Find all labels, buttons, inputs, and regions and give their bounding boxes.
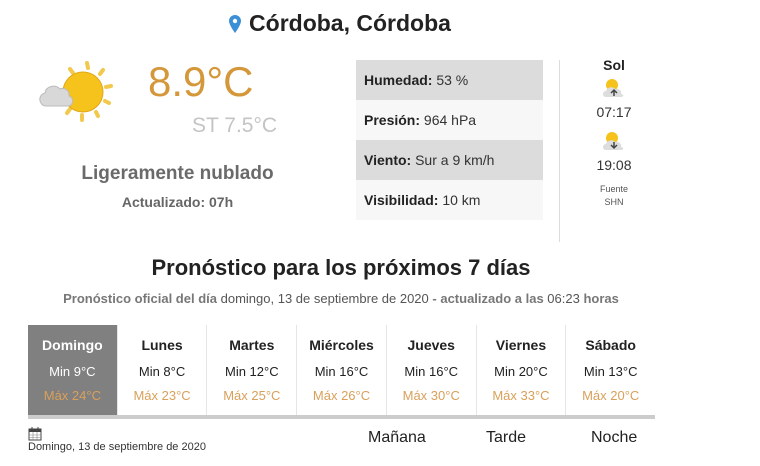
forecast-subtitle: Pronóstico oficial del día domingo, 13 d… xyxy=(0,291,682,306)
updated-time: Actualizado: 07h xyxy=(121,194,234,210)
sub-prefix: Pronóstico oficial del día xyxy=(63,291,217,306)
day-min: Min 16°C xyxy=(404,364,459,379)
forecast-heading: Pronóstico para los próximos 7 días xyxy=(151,255,531,280)
day-tab-jueves[interactable]: Jueves Min 16°C Máx 30°C xyxy=(387,325,477,415)
selected-date: Domingo, 13 de septiembre de 2020 xyxy=(28,441,206,453)
feels-like: ST 7.5°C xyxy=(192,114,278,137)
day-tab-martes[interactable]: Martes Min 12°C Máx 25°C xyxy=(207,325,298,415)
sunrise-icon xyxy=(603,79,624,97)
value: 10 km xyxy=(442,192,481,208)
divider xyxy=(559,60,560,242)
day-min: Min 9°C xyxy=(49,364,96,379)
day-name: Miércoles xyxy=(309,337,374,353)
humidity-row: Humedad: 53 % xyxy=(356,60,543,100)
map-pin-icon xyxy=(229,15,242,33)
day-max: Máx 30°C xyxy=(402,388,460,403)
day-max: Máx 26°C xyxy=(312,388,371,403)
calendar-icon xyxy=(28,427,42,441)
day-name: Viernes xyxy=(495,337,547,353)
day-name: Lunes xyxy=(141,337,183,353)
day-min: Min 16°C xyxy=(314,364,369,379)
day-tab-lunes[interactable]: Lunes Min 8°C Máx 23°C xyxy=(118,325,208,415)
details-table: Humedad: 53 % Presión: 964 hPa Viento: S… xyxy=(356,60,543,220)
source-name: SHN xyxy=(604,197,624,207)
sub-suffix: horas xyxy=(583,291,619,306)
value: Sur a 9 km/h xyxy=(415,152,495,168)
label: Humedad: xyxy=(364,72,433,88)
partly-cloudy-icon xyxy=(39,61,113,122)
sunset-icon xyxy=(603,132,624,150)
day-name: Domingo xyxy=(42,337,103,353)
day-max: Máx 23°C xyxy=(133,388,191,403)
day-tab-domingo[interactable]: Domingo Min 9°C Máx 24°C xyxy=(28,325,118,415)
sunset-time: 19:08 xyxy=(596,157,632,173)
period-afternoon: Tarde xyxy=(486,429,527,446)
day-max: Máx 25°C xyxy=(223,388,281,403)
sub-time: 06:23 xyxy=(547,291,580,306)
day-min: Min 13°C xyxy=(583,364,638,379)
wind-row: Viento: Sur a 9 km/h xyxy=(356,140,543,180)
visibility-row: Visibilidad: 10 km xyxy=(356,180,543,220)
current-temperature: 8.9°C xyxy=(148,58,254,105)
day-tab-miercoles[interactable]: Miércoles Min 16°C Máx 26°C xyxy=(297,325,387,415)
day-tab-viernes[interactable]: Viernes Min 20°C Máx 33°C xyxy=(477,325,567,415)
day-name: Martes xyxy=(229,337,275,353)
day-min: Min 8°C xyxy=(138,364,186,379)
day-max: Máx 33°C xyxy=(492,388,550,403)
value: 53 % xyxy=(436,72,469,88)
sub-mid: - actualizado a las xyxy=(432,291,544,306)
day-min: Min 12°C xyxy=(224,364,279,379)
label: Visibilidad: xyxy=(364,192,439,208)
day-tabs: Domingo Min 9°C Máx 24°C Lunes Min 8°C Máx 2… xyxy=(28,325,655,419)
source-label: Fuente xyxy=(599,184,629,194)
day-min: Min 20°C xyxy=(494,364,548,379)
day-name: Jueves xyxy=(407,337,455,353)
pressure-row: Presión: 964 hPa xyxy=(356,100,543,140)
sun-title: Sol xyxy=(603,57,625,73)
day-max: Máx 24°C xyxy=(43,388,101,403)
value: 964 hPa xyxy=(423,112,477,128)
period-morning: Mañana xyxy=(368,429,426,446)
label: Viento: xyxy=(364,152,412,168)
day-name: Sábado xyxy=(585,337,636,353)
sun-panel: Sol 07:17 19:08 Fuente SHN xyxy=(584,57,644,209)
label: Presión: xyxy=(364,112,421,128)
condition: Ligeramente nublado xyxy=(81,163,274,184)
period-night: Noche xyxy=(591,429,638,446)
day-max: Máx 20°C xyxy=(582,388,640,403)
day-tab-sabado[interactable]: Sábado Min 13°C Máx 20°C xyxy=(566,325,655,415)
sunrise-time: 07:17 xyxy=(596,104,632,120)
location-title: Córdoba, Córdoba xyxy=(0,10,680,37)
location-name: Córdoba, Córdoba xyxy=(249,10,451,36)
sub-date: domingo, 13 de septiembre de 2020 xyxy=(220,291,429,306)
